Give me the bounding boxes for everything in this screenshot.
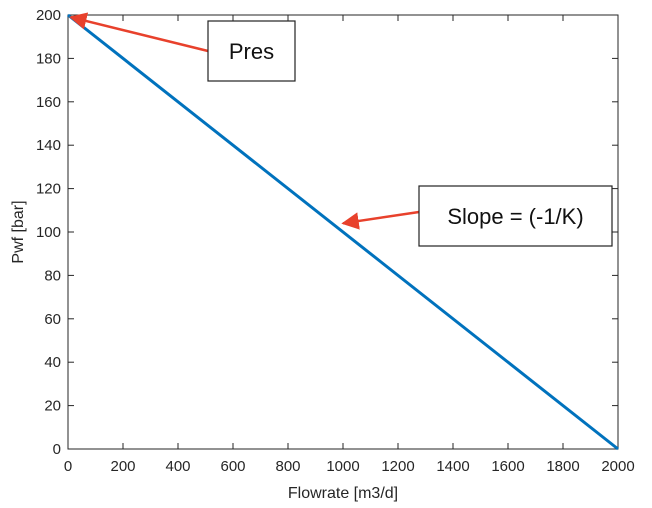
y-tick-label: 180 — [36, 50, 61, 67]
x-tick-label: 1800 — [546, 458, 579, 475]
y-tick-label: 140 — [36, 137, 61, 154]
y-tick-label: 20 — [44, 398, 61, 415]
callout-label: Slope = (-1/K) — [447, 204, 583, 229]
x-tick-label: 400 — [165, 458, 190, 475]
y-tick-label: 40 — [44, 354, 61, 371]
series-line — [67, 13, 619, 451]
x-axis-title: Flowrate [m3/d] — [288, 485, 398, 502]
x-tick-label: 1200 — [381, 458, 414, 475]
y-tick-label: 0 — [53, 441, 61, 458]
annotation-layer: Pres Slope = (-1/K) — [69, 12, 613, 247]
y-axis-ticks: 0 20 40 60 80 100 120 140 160 180 200 — [36, 7, 618, 458]
y-tick-label: 120 — [36, 181, 61, 198]
callout-box — [418, 185, 613, 247]
x-tick-label: 0 — [64, 458, 72, 475]
x-tick-label: 2000 — [601, 458, 634, 475]
callout-arrow — [69, 12, 209, 53]
x-tick-label: 1400 — [436, 458, 469, 475]
y-tick-label: 160 — [36, 94, 61, 111]
x-tick-label: 1000 — [326, 458, 359, 475]
y-tick-label: 200 — [36, 7, 61, 24]
callout-box — [207, 20, 296, 82]
x-axis-ticks: 0 200 400 600 800 1000 1200 1400 1600 1800 2000 — [64, 15, 635, 475]
x-tick-label: 800 — [275, 458, 300, 475]
x-tick-label: 1600 — [491, 458, 524, 475]
y-tick-label: 80 — [44, 267, 61, 284]
x-tick-label: 200 — [110, 458, 135, 475]
y-tick-label: 60 — [44, 311, 61, 328]
y-tick-label: 100 — [36, 224, 61, 241]
y-axis-title: Pwf [bar] — [10, 200, 27, 263]
x-tick-label: 600 — [220, 458, 245, 475]
series-layer — [67, 13, 619, 451]
callout-arrow — [341, 210, 420, 230]
callout-label: Pres — [229, 39, 274, 64]
